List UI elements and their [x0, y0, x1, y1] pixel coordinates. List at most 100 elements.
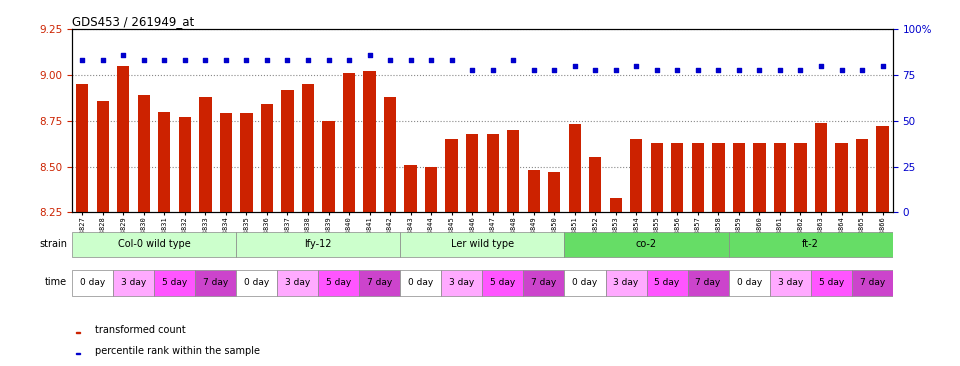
Point [95, 57, 110, 63]
Point [813, 63, 828, 69]
FancyBboxPatch shape [154, 270, 195, 296]
Text: 7 day: 7 day [859, 278, 885, 287]
FancyBboxPatch shape [770, 270, 810, 296]
Point [156, 57, 172, 63]
Text: 3 day: 3 day [778, 278, 803, 287]
Text: 7 day: 7 day [203, 278, 228, 287]
Text: 7 day: 7 day [531, 278, 557, 287]
Bar [692, 143, 704, 212]
Point [772, 67, 787, 72]
FancyBboxPatch shape [852, 270, 893, 296]
Point [342, 57, 357, 63]
Bar [301, 84, 314, 212]
FancyBboxPatch shape [400, 270, 442, 296]
FancyBboxPatch shape [359, 270, 400, 296]
Text: co-2: co-2 [636, 239, 658, 249]
Point [239, 57, 254, 63]
Text: 3 day: 3 day [613, 278, 638, 287]
FancyBboxPatch shape [236, 232, 400, 257]
Point [259, 57, 275, 63]
Point [608, 67, 623, 72]
Bar [732, 143, 745, 212]
FancyBboxPatch shape [606, 270, 647, 296]
Point [629, 63, 644, 69]
Text: strain: strain [39, 239, 67, 249]
FancyBboxPatch shape [687, 270, 729, 296]
Point [485, 67, 500, 72]
Point [218, 57, 233, 63]
Bar [487, 134, 499, 212]
FancyBboxPatch shape [647, 270, 687, 296]
Point [136, 57, 152, 63]
Text: ft-2: ft-2 [803, 239, 819, 249]
Bar [364, 71, 375, 212]
FancyBboxPatch shape [482, 270, 523, 296]
FancyBboxPatch shape [72, 232, 236, 257]
Point [875, 63, 890, 69]
Bar [568, 124, 581, 212]
Text: 5 day: 5 day [819, 278, 844, 287]
Text: 5 day: 5 day [491, 278, 516, 287]
FancyBboxPatch shape [319, 270, 359, 296]
FancyBboxPatch shape [195, 270, 236, 296]
Bar [117, 66, 130, 212]
Bar [794, 143, 806, 212]
Point [382, 57, 397, 63]
Text: 7 day: 7 day [367, 278, 393, 287]
Bar [76, 332, 80, 333]
Point [321, 57, 336, 63]
Bar [815, 123, 828, 212]
Bar [281, 90, 294, 212]
Point [444, 57, 459, 63]
Point [670, 67, 685, 72]
Text: 5 day: 5 day [655, 278, 680, 287]
Bar [384, 97, 396, 212]
Bar [466, 134, 478, 212]
Bar [774, 143, 786, 212]
Text: time: time [45, 277, 67, 287]
Text: 3 day: 3 day [285, 278, 310, 287]
Point [300, 57, 316, 63]
Text: 5 day: 5 day [326, 278, 351, 287]
FancyBboxPatch shape [564, 232, 729, 257]
Point [465, 67, 480, 72]
Bar [158, 112, 171, 212]
Bar [712, 143, 725, 212]
Point [403, 57, 419, 63]
Bar [876, 126, 889, 212]
Bar [671, 143, 684, 212]
Point [526, 67, 541, 72]
Text: percentile rank within the sample: percentile rank within the sample [95, 346, 260, 356]
Text: 5 day: 5 day [162, 278, 187, 287]
Bar [343, 73, 355, 212]
Point [649, 67, 664, 72]
FancyBboxPatch shape [729, 270, 770, 296]
Point [690, 67, 706, 72]
Point [423, 57, 439, 63]
Bar [528, 170, 540, 212]
Text: Col-0 wild type: Col-0 wild type [118, 239, 190, 249]
Text: lfy-12: lfy-12 [304, 239, 332, 249]
Text: 0 day: 0 day [244, 278, 270, 287]
Bar [610, 198, 622, 212]
Bar [589, 157, 601, 212]
Bar [76, 353, 80, 354]
Bar [651, 143, 663, 212]
FancyBboxPatch shape [442, 270, 482, 296]
Bar [261, 104, 273, 212]
Point [588, 67, 603, 72]
Bar [404, 165, 417, 212]
Bar [445, 139, 458, 212]
Bar [240, 113, 252, 212]
Bar [220, 113, 232, 212]
Point [178, 57, 193, 63]
FancyBboxPatch shape [400, 232, 564, 257]
FancyBboxPatch shape [523, 270, 564, 296]
FancyBboxPatch shape [277, 270, 319, 296]
Text: 3 day: 3 day [121, 278, 146, 287]
Text: 0 day: 0 day [736, 278, 762, 287]
Text: 0 day: 0 day [80, 278, 106, 287]
FancyBboxPatch shape [810, 270, 852, 296]
Point [362, 52, 377, 58]
Bar [179, 117, 191, 212]
